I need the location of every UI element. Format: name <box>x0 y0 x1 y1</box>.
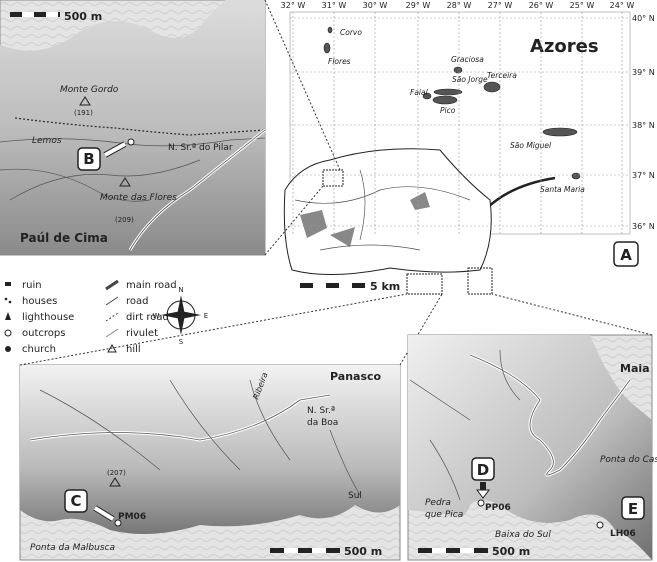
longitude-label: 27° W <box>488 1 513 10</box>
latitude-label: 36° N <box>632 222 655 231</box>
panel-label: A <box>620 246 632 264</box>
place-label: Pedra <box>425 498 451 508</box>
legend-symbol <box>107 343 117 353</box>
latitude-label: 39° N <box>632 68 655 77</box>
legend-label: road <box>126 296 149 307</box>
place-label: Ponta do Castelo <box>600 455 657 465</box>
panel-de: D PP06 Maia Ponta do Castelo Pedra que P… <box>407 293 657 561</box>
island-label: Pico <box>440 106 456 115</box>
panel-label: C <box>70 492 81 510</box>
longitude-label: 24° W <box>610 1 635 10</box>
place-label: Monte Gordo <box>60 85 119 95</box>
scale-label: 500 m <box>344 545 382 558</box>
longitude-label: 26° W <box>529 1 554 10</box>
place-label: Panasco <box>330 370 382 383</box>
island-label: Graciosa <box>451 55 484 64</box>
legend-label: dirt road <box>126 312 169 323</box>
island-label: Faial <box>410 88 429 97</box>
height-label: (207) <box>107 469 126 477</box>
legend-label: main road <box>126 280 177 291</box>
longitude-label: 32° W <box>281 1 306 10</box>
place-label: Baixa do Sul <box>495 530 551 540</box>
place-label: N. Sr.ª <box>307 406 335 416</box>
island-label: Santa Maria <box>540 185 585 194</box>
legend-symbol <box>105 296 119 306</box>
place-label: Paúl de Cima <box>20 231 108 245</box>
legend-label: church <box>22 344 56 355</box>
legend-label: lighthouse <box>22 312 74 323</box>
place-label: Sul <box>348 491 362 501</box>
legend-symbol <box>5 346 11 352</box>
latitude-label: 38° N <box>632 121 655 130</box>
longitude-label: 25° W <box>570 1 595 10</box>
legend-label: outcrops <box>22 328 65 339</box>
compass-label: S <box>179 338 184 346</box>
site-label: PP06 <box>485 503 511 513</box>
legend-label: hill <box>126 344 141 355</box>
site-label: PM06 <box>118 512 146 522</box>
compass-label: E <box>204 312 208 320</box>
place-label: Ponta da Malbusca <box>30 543 115 553</box>
legend-symbol <box>8 300 12 304</box>
legend-symbol <box>105 328 119 338</box>
legend-label: ruin <box>22 280 42 291</box>
scale-label: 500 m <box>64 10 102 23</box>
legend-symbol <box>5 282 11 286</box>
longitude-label: 30° W <box>363 1 388 10</box>
place-label: Monte das Flores <box>100 193 177 203</box>
longitude-label: 28° W <box>447 1 472 10</box>
scale-label: 5 km <box>370 280 400 293</box>
place-label: que Pica <box>425 510 463 520</box>
longitude-label: 29° W <box>406 1 431 10</box>
site-label: LH06 <box>610 529 636 539</box>
panel-label: D <box>477 461 489 479</box>
legend-label: houses <box>22 296 57 307</box>
panel-b: B 500 m Monte Gordo (191) Lemos N. Sr.ª … <box>0 0 266 256</box>
panel-label: B <box>83 150 94 168</box>
height-label: (209) <box>115 216 134 224</box>
legend-symbol <box>5 312 11 320</box>
island-label: Flores <box>328 57 351 66</box>
place-label: da Boa <box>307 418 338 428</box>
legend-symbol <box>4 329 12 337</box>
island-label: Terceira <box>487 71 517 80</box>
legend-symbol <box>105 312 119 322</box>
panel-a: Azores 5 km A 32° W 31° W 30° W 29° W 28° W 2… <box>264 0 657 295</box>
height-label: (191) <box>74 109 93 117</box>
island-label: São Miguel <box>510 141 552 150</box>
legend-label: rivulet <box>126 328 158 339</box>
latitude-label: 37° N <box>632 171 655 180</box>
latitude-label: 40° N <box>632 14 655 23</box>
place-label: Maia <box>620 362 650 375</box>
compass-label: W <box>153 312 160 320</box>
island-label: São Jorge <box>452 75 488 84</box>
panel-c: C Panasco N. Sr.ª da Boa Ribeira (207) P… <box>19 293 443 561</box>
legend-symbol <box>105 279 119 291</box>
panel-label: E <box>628 500 638 518</box>
legend: N E S W ruin houses lighthouse outcrops chur… <box>4 279 208 355</box>
longitude-label: 31° W <box>322 1 347 10</box>
map-title: Azores <box>530 36 599 57</box>
place-label: N. Sr.ª do Pilar <box>168 143 233 153</box>
compass-label: N <box>178 286 183 294</box>
place-label: Lemos <box>32 136 62 146</box>
scale-label: 500 m <box>492 545 530 558</box>
legend-symbol <box>4 297 8 301</box>
island-label: Corvo <box>340 28 362 37</box>
